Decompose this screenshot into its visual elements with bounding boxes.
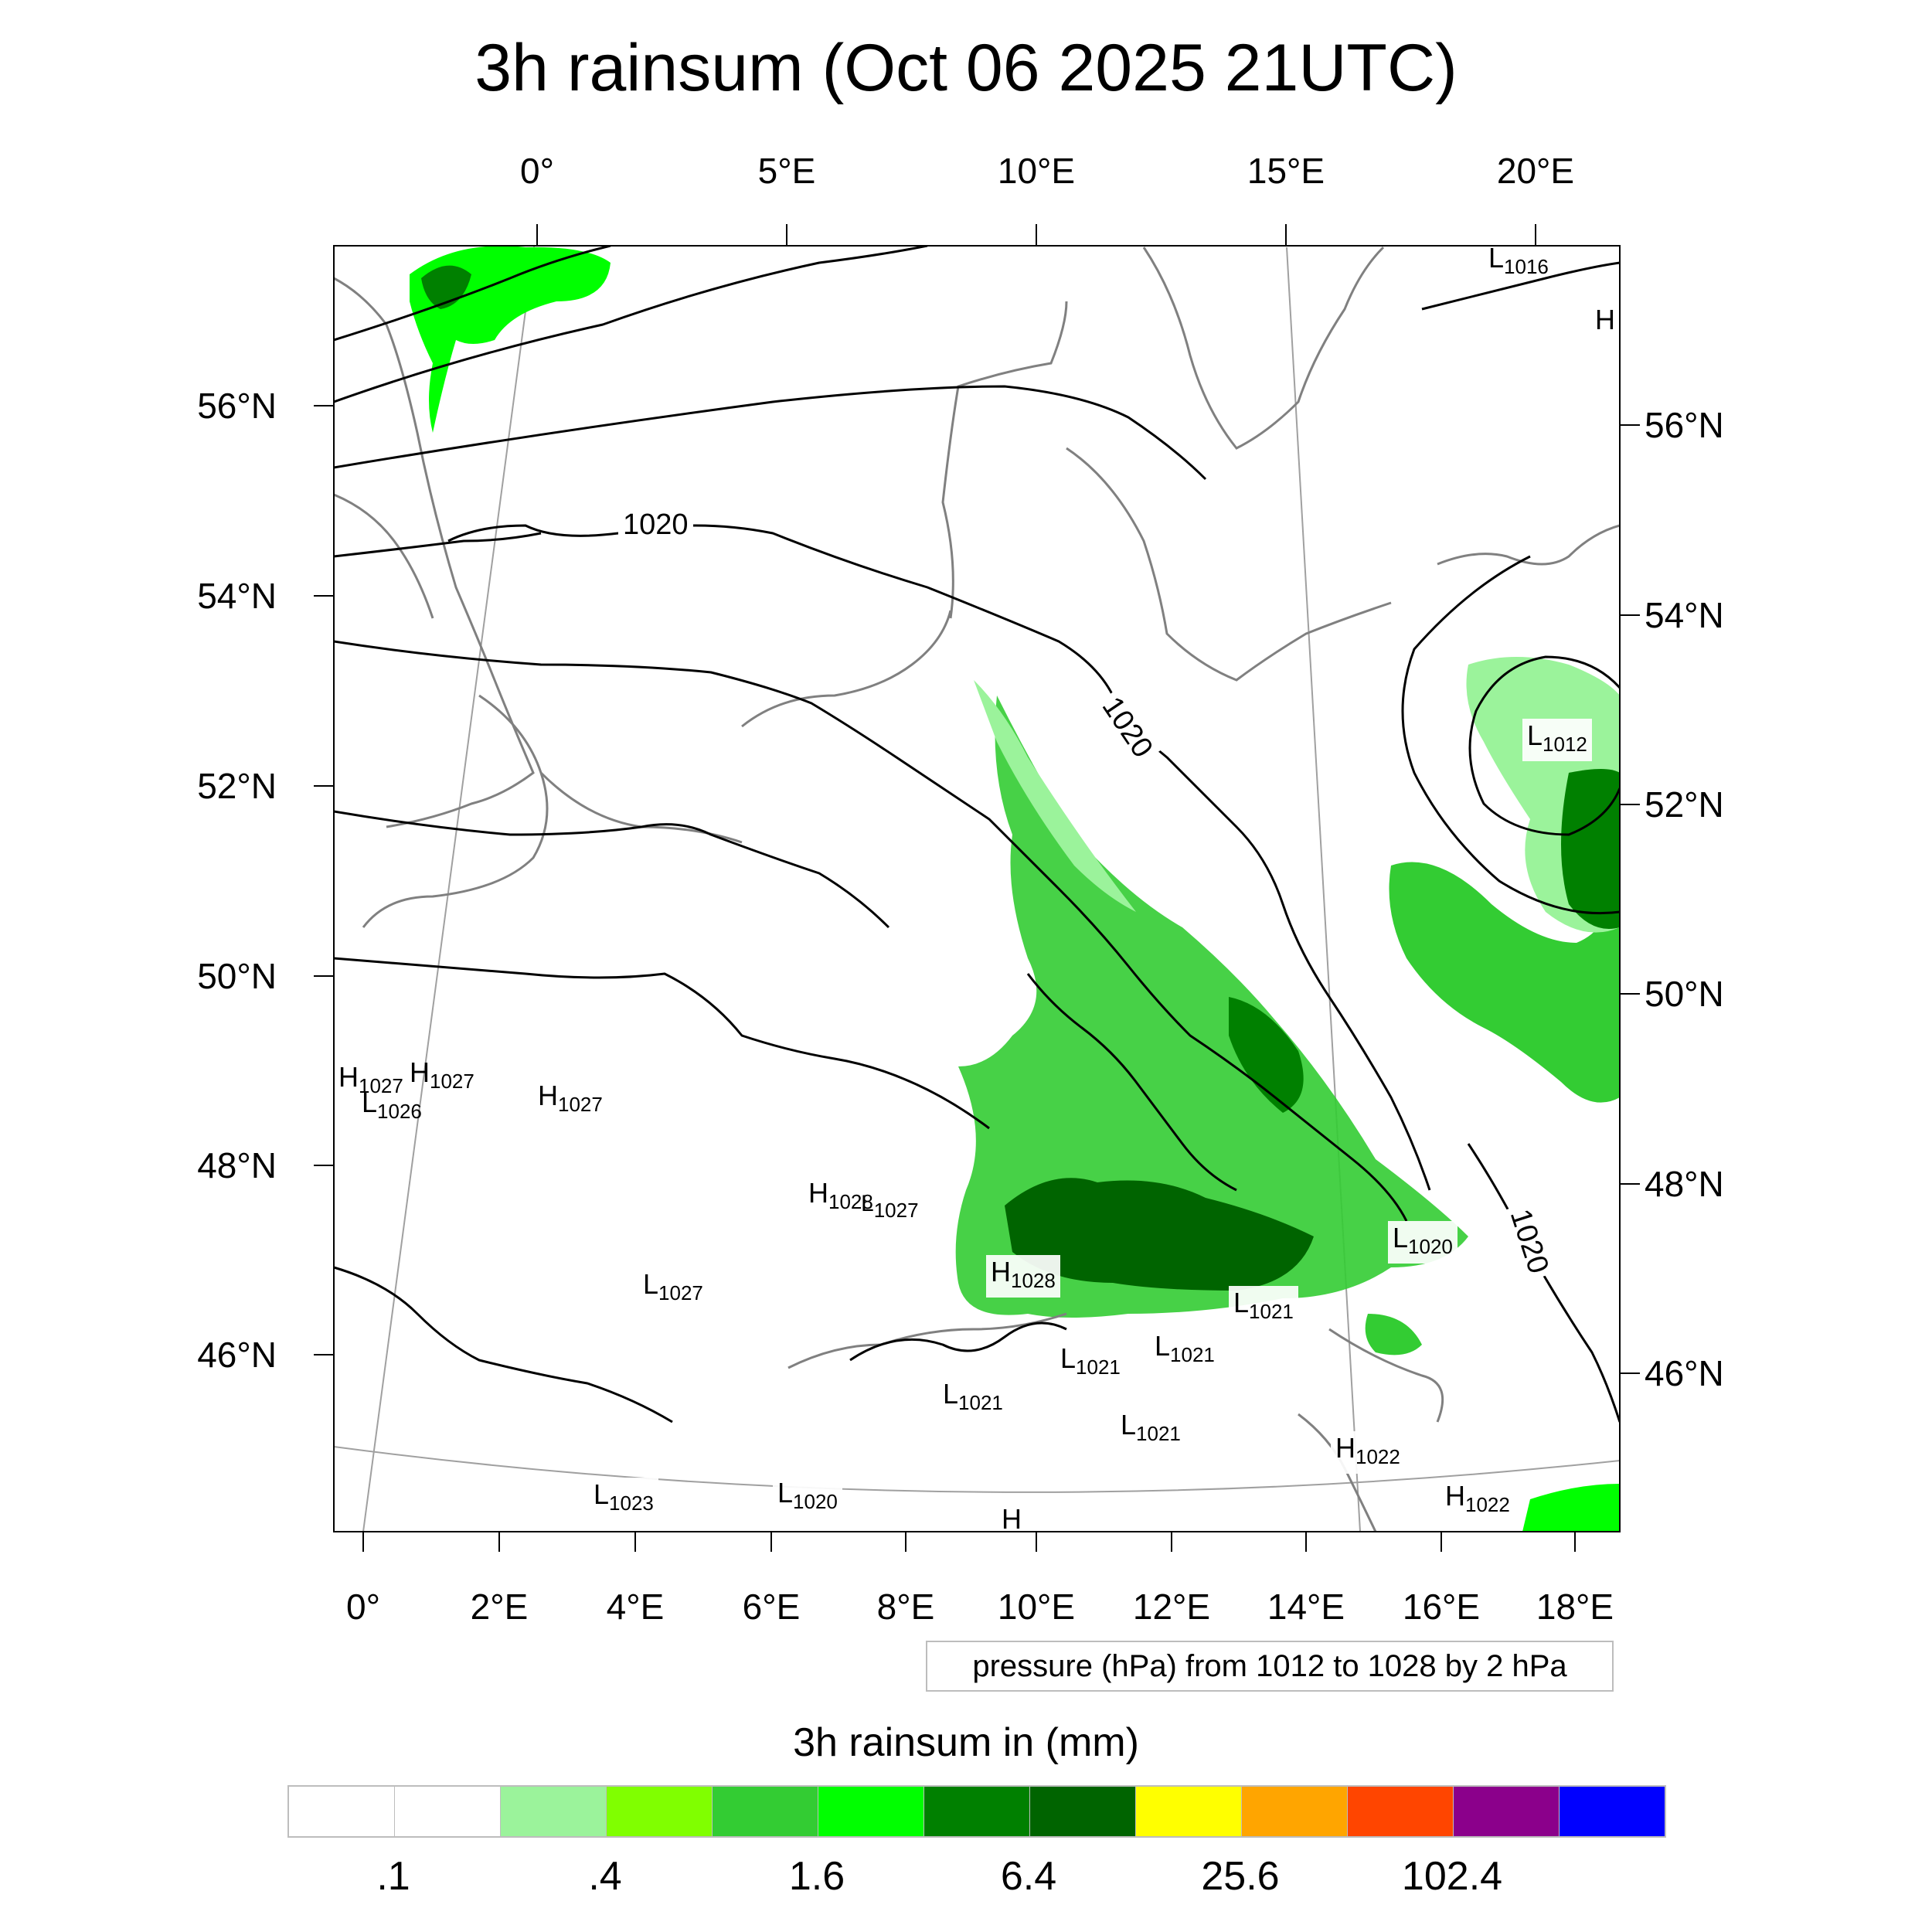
colorbar-label: 25.6 [1201,1854,1280,1899]
rain-heavy-alps [1005,1178,1314,1291]
top-lon-label: 15°E [1247,151,1325,191]
right-lat-label: 52°N [1645,784,1724,825]
pressure-center-low: L1021 [938,1377,1008,1420]
colorbar [287,1785,1666,1838]
bottom-lon-label: 12°E [1132,1587,1211,1627]
right-lat-label: 48°N [1645,1164,1724,1204]
colorbar-swatch [289,1787,395,1836]
pressure-center-low: L1021 [1056,1342,1125,1384]
colorbar-swatch [1560,1787,1665,1836]
pressure-center-low: L1023 [589,1478,658,1520]
bottom-lon-label: 16°E [1402,1587,1481,1627]
left-lat-label: 54°N [197,576,277,616]
colorbar-swatch [1348,1787,1454,1836]
right-lat-label: 50°N [1645,974,1724,1014]
pressure-info-box: pressure (hPa) from 1012 to 1028 by 2 hP… [926,1641,1614,1692]
pressure-center-low: L1012 [1522,719,1592,761]
left-lat-label: 52°N [197,766,277,806]
pressure-center-high: H1028 [808,1177,873,1214]
colorbar-swatch [713,1787,818,1836]
bottom-lon-label: 2°E [470,1587,529,1627]
pressure-center-low: L1020 [1388,1221,1458,1264]
pressure-center-low: L1027 [643,1268,703,1305]
pressure-center-low: L1021 [1229,1286,1298,1328]
pressure-center-low: L1020 [773,1476,842,1519]
left-lat-label: 46°N [197,1335,277,1375]
pressure-center-high: H1027 [410,1056,474,1094]
colorbar-label: 1.6 [788,1854,845,1899]
bottom-lon-label: 0° [346,1587,380,1627]
top-lon-label: 0° [520,151,554,191]
colorbar-swatch [1454,1787,1560,1836]
bottom-lon-label: 8°E [876,1587,935,1627]
bottom-lon-label: 14°E [1267,1587,1345,1627]
rain-shading [410,246,1620,1532]
colorbar-swatch [501,1787,607,1836]
colorbar-swatch [1030,1787,1136,1836]
colorbar-label: 102.4 [1401,1854,1503,1899]
colorbar-swatch [1136,1787,1242,1836]
colorbar-label: .1 [376,1854,410,1899]
pressure-center-high: H1027 [338,1061,403,1098]
map-title: 3h rainsum (Oct 06 2025 21UTC) [474,31,1458,105]
bottom-lon-label: 10°E [997,1587,1076,1627]
top-lon-label: 5°E [757,151,816,191]
pressure-center-low: L1021 [1116,1408,1185,1451]
pressure-center-high: H [1595,304,1615,335]
left-lat-label: 50°N [197,956,277,996]
axis-ticks [314,224,1640,1552]
bottom-lon-label: 4°E [606,1587,665,1627]
colorbar-swatch [818,1787,924,1836]
pressure-center-low: L1027 [861,1191,919,1222]
rain-area-southeast [1522,1484,1620,1532]
rain-area-slovenia [1365,1314,1422,1355]
right-lat-label: 46°N [1645,1353,1724,1393]
top-lon-label: 10°E [997,151,1076,191]
pressure-center-low: L1016 [1488,242,1549,279]
bottom-lon-label: 6°E [742,1587,801,1627]
isobar-label: 1020 [618,509,693,542]
pressure-center-high: H1022 [1331,1431,1405,1474]
bottom-lon-label: 18°E [1536,1587,1614,1627]
rain-heavy-poland [1561,769,1620,929]
right-lat-label: 54°N [1645,595,1724,635]
pressure-center-high: H [1002,1503,1022,1535]
rain-heavy-czech [1229,997,1304,1113]
colorbar-title: 3h rainsum in (mm) [793,1720,1139,1765]
pressure-center-high: H1028 [986,1255,1060,1298]
top-lon-label: 20°E [1496,151,1575,191]
colorbar-label: .4 [588,1854,622,1899]
colorbar-swatch [607,1787,713,1836]
rain-band-light [974,680,1136,912]
pressure-center-high: H1027 [538,1080,603,1117]
right-lat-label: 56°N [1645,405,1724,445]
colorbar-swatch [1242,1787,1348,1836]
pressure-center-high: H1022 [1440,1479,1515,1522]
pressure-center-low: L1026 [362,1087,422,1124]
colorbar-swatch [395,1787,501,1836]
colorbar-swatch [924,1787,1030,1836]
graticule [334,246,1620,1532]
left-lat-label: 48°N [197,1145,277,1185]
rain-area-poland [1389,862,1620,1103]
pressure-center-low: L1021 [1150,1329,1219,1372]
left-lat-label: 56°N [197,386,277,426]
colorbar-label: 6.4 [1000,1854,1057,1899]
